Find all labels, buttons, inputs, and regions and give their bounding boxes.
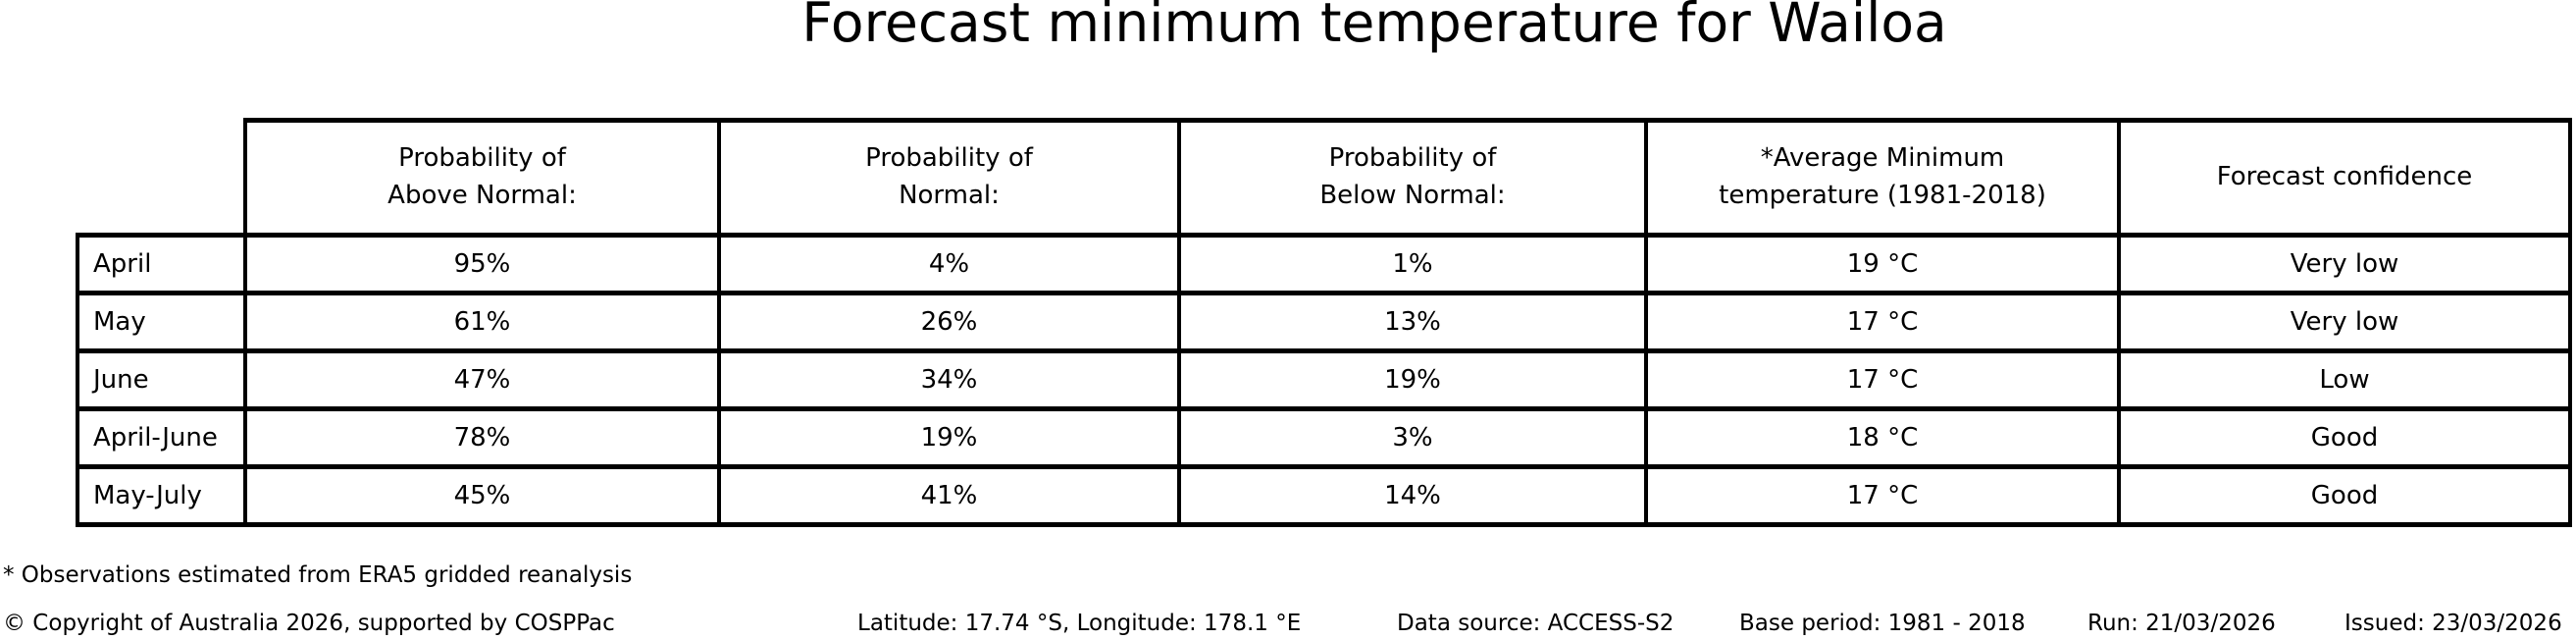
cell-below-normal: 1% bbox=[1177, 233, 1648, 295]
row-label: April bbox=[76, 233, 247, 295]
forecast-table: Probability of Above Normal: Probability… bbox=[76, 118, 2572, 527]
cell-normal: 19% bbox=[717, 406, 1181, 469]
col-header-above-normal: Probability of Above Normal: bbox=[243, 118, 721, 238]
table-row-may-july: May-July 45% 41% 14% 17 °C Good bbox=[76, 464, 2572, 527]
table-row-may: May 61% 26% 13% 17 °C Very low bbox=[76, 291, 2572, 353]
base-period-text: Base period: 1981 - 2018 bbox=[1739, 611, 2026, 636]
copyright-text: © Copyright of Australia 2026, supported… bbox=[3, 611, 615, 636]
cell-forecast-confidence: Good bbox=[2117, 464, 2572, 527]
col-header-average-min-temp: *Average Minimum temperature (1981-2018) bbox=[1644, 118, 2121, 238]
cell-above-normal: 95% bbox=[243, 233, 721, 295]
col-header-normal: Probability of Normal: bbox=[717, 118, 1181, 238]
cell-forecast-confidence: Very low bbox=[2117, 291, 2572, 353]
lat-long-text: Latitude: 17.74 °S, Longitude: 178.1 °E bbox=[857, 611, 1302, 636]
cell-forecast-confidence: Good bbox=[2117, 406, 2572, 469]
col-header-below-normal: Probability of Below Normal: bbox=[1177, 118, 1648, 238]
data-source-text: Data source: ACCESS-S2 bbox=[1397, 611, 1674, 636]
cell-normal: 4% bbox=[717, 233, 1181, 295]
cell-average-min-temp: 17 °C bbox=[1644, 464, 2121, 527]
cell-below-normal: 3% bbox=[1177, 406, 1648, 469]
cell-forecast-confidence: Low bbox=[2117, 348, 2572, 411]
cell-above-normal: 78% bbox=[243, 406, 721, 469]
cell-average-min-temp: 17 °C bbox=[1644, 291, 2121, 353]
cell-average-min-temp: 17 °C bbox=[1644, 348, 2121, 411]
row-label: June bbox=[76, 348, 247, 411]
cell-below-normal: 19% bbox=[1177, 348, 1648, 411]
cell-forecast-confidence: Very low bbox=[2117, 233, 2572, 295]
row-label: April-June bbox=[76, 406, 247, 469]
run-date-text: Run: 21/03/2026 bbox=[2087, 611, 2276, 636]
cell-average-min-temp: 19 °C bbox=[1644, 233, 2121, 295]
observations-footnote: * Observations estimated from ERA5 gridd… bbox=[3, 562, 633, 588]
table-row-april: April 95% 4% 1% 19 °C Very low bbox=[76, 233, 2572, 295]
cell-above-normal: 47% bbox=[243, 348, 721, 411]
page-title: Forecast minimum temperature for Wailoa bbox=[801, 0, 1947, 54]
col-header-forecast-confidence: Forecast confidence bbox=[2117, 118, 2572, 238]
cell-above-normal: 61% bbox=[243, 291, 721, 353]
header-row: Probability of Above Normal: Probability… bbox=[77, 118, 2572, 238]
cell-below-normal: 13% bbox=[1177, 291, 1648, 353]
cell-below-normal: 14% bbox=[1177, 464, 1648, 527]
table-row-june: June 47% 34% 19% 17 °C Low bbox=[76, 348, 2572, 411]
corner-cell bbox=[77, 121, 245, 236]
cell-normal: 41% bbox=[717, 464, 1181, 527]
cell-average-min-temp: 18 °C bbox=[1644, 406, 2121, 469]
cell-above-normal: 45% bbox=[243, 464, 721, 527]
table-row-april-june: April-June 78% 19% 3% 18 °C Good bbox=[76, 406, 2572, 469]
cell-normal: 26% bbox=[717, 291, 1181, 353]
row-label: May-July bbox=[76, 464, 247, 527]
row-label: May bbox=[76, 291, 247, 353]
issued-date-text: Issued: 23/03/2026 bbox=[2344, 611, 2562, 636]
cell-normal: 34% bbox=[717, 348, 1181, 411]
